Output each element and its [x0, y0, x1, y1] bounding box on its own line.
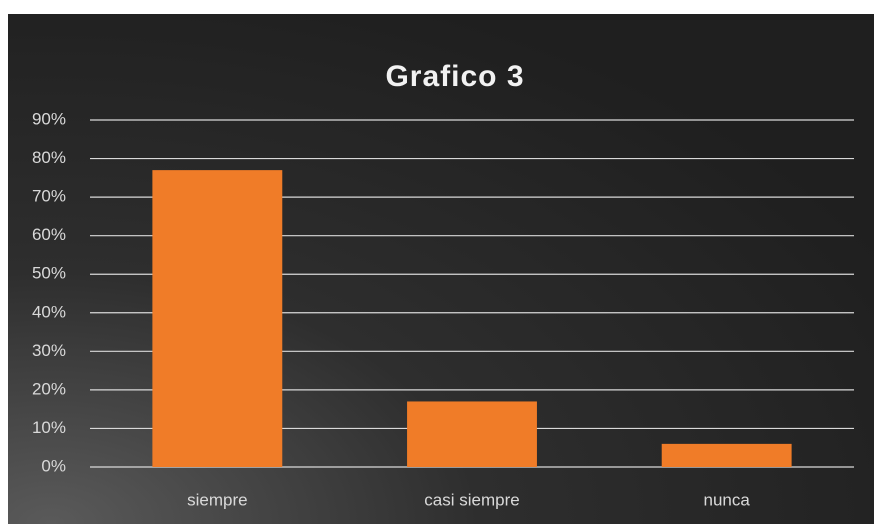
- y-tick-label: 20%: [32, 379, 66, 398]
- bar: [407, 401, 537, 467]
- y-tick-label: 60%: [32, 225, 66, 244]
- y-tick-label: 70%: [32, 187, 66, 206]
- y-tick-label: 30%: [32, 341, 66, 360]
- y-tick-label: 90%: [32, 109, 66, 128]
- y-tick-label: 40%: [32, 302, 66, 321]
- bar: [152, 170, 283, 467]
- y-tick-label: 10%: [32, 418, 66, 437]
- chart-title: Grafico 3: [385, 60, 524, 93]
- x-tick-label: casi siempre: [424, 490, 519, 509]
- bar: [661, 443, 792, 467]
- y-tick-label: 50%: [32, 264, 66, 283]
- x-tick-label: nunca: [704, 490, 751, 509]
- y-tick-label: 80%: [32, 148, 66, 167]
- y-tick-label: 0%: [41, 456, 66, 475]
- x-tick-label: siempre: [187, 490, 247, 509]
